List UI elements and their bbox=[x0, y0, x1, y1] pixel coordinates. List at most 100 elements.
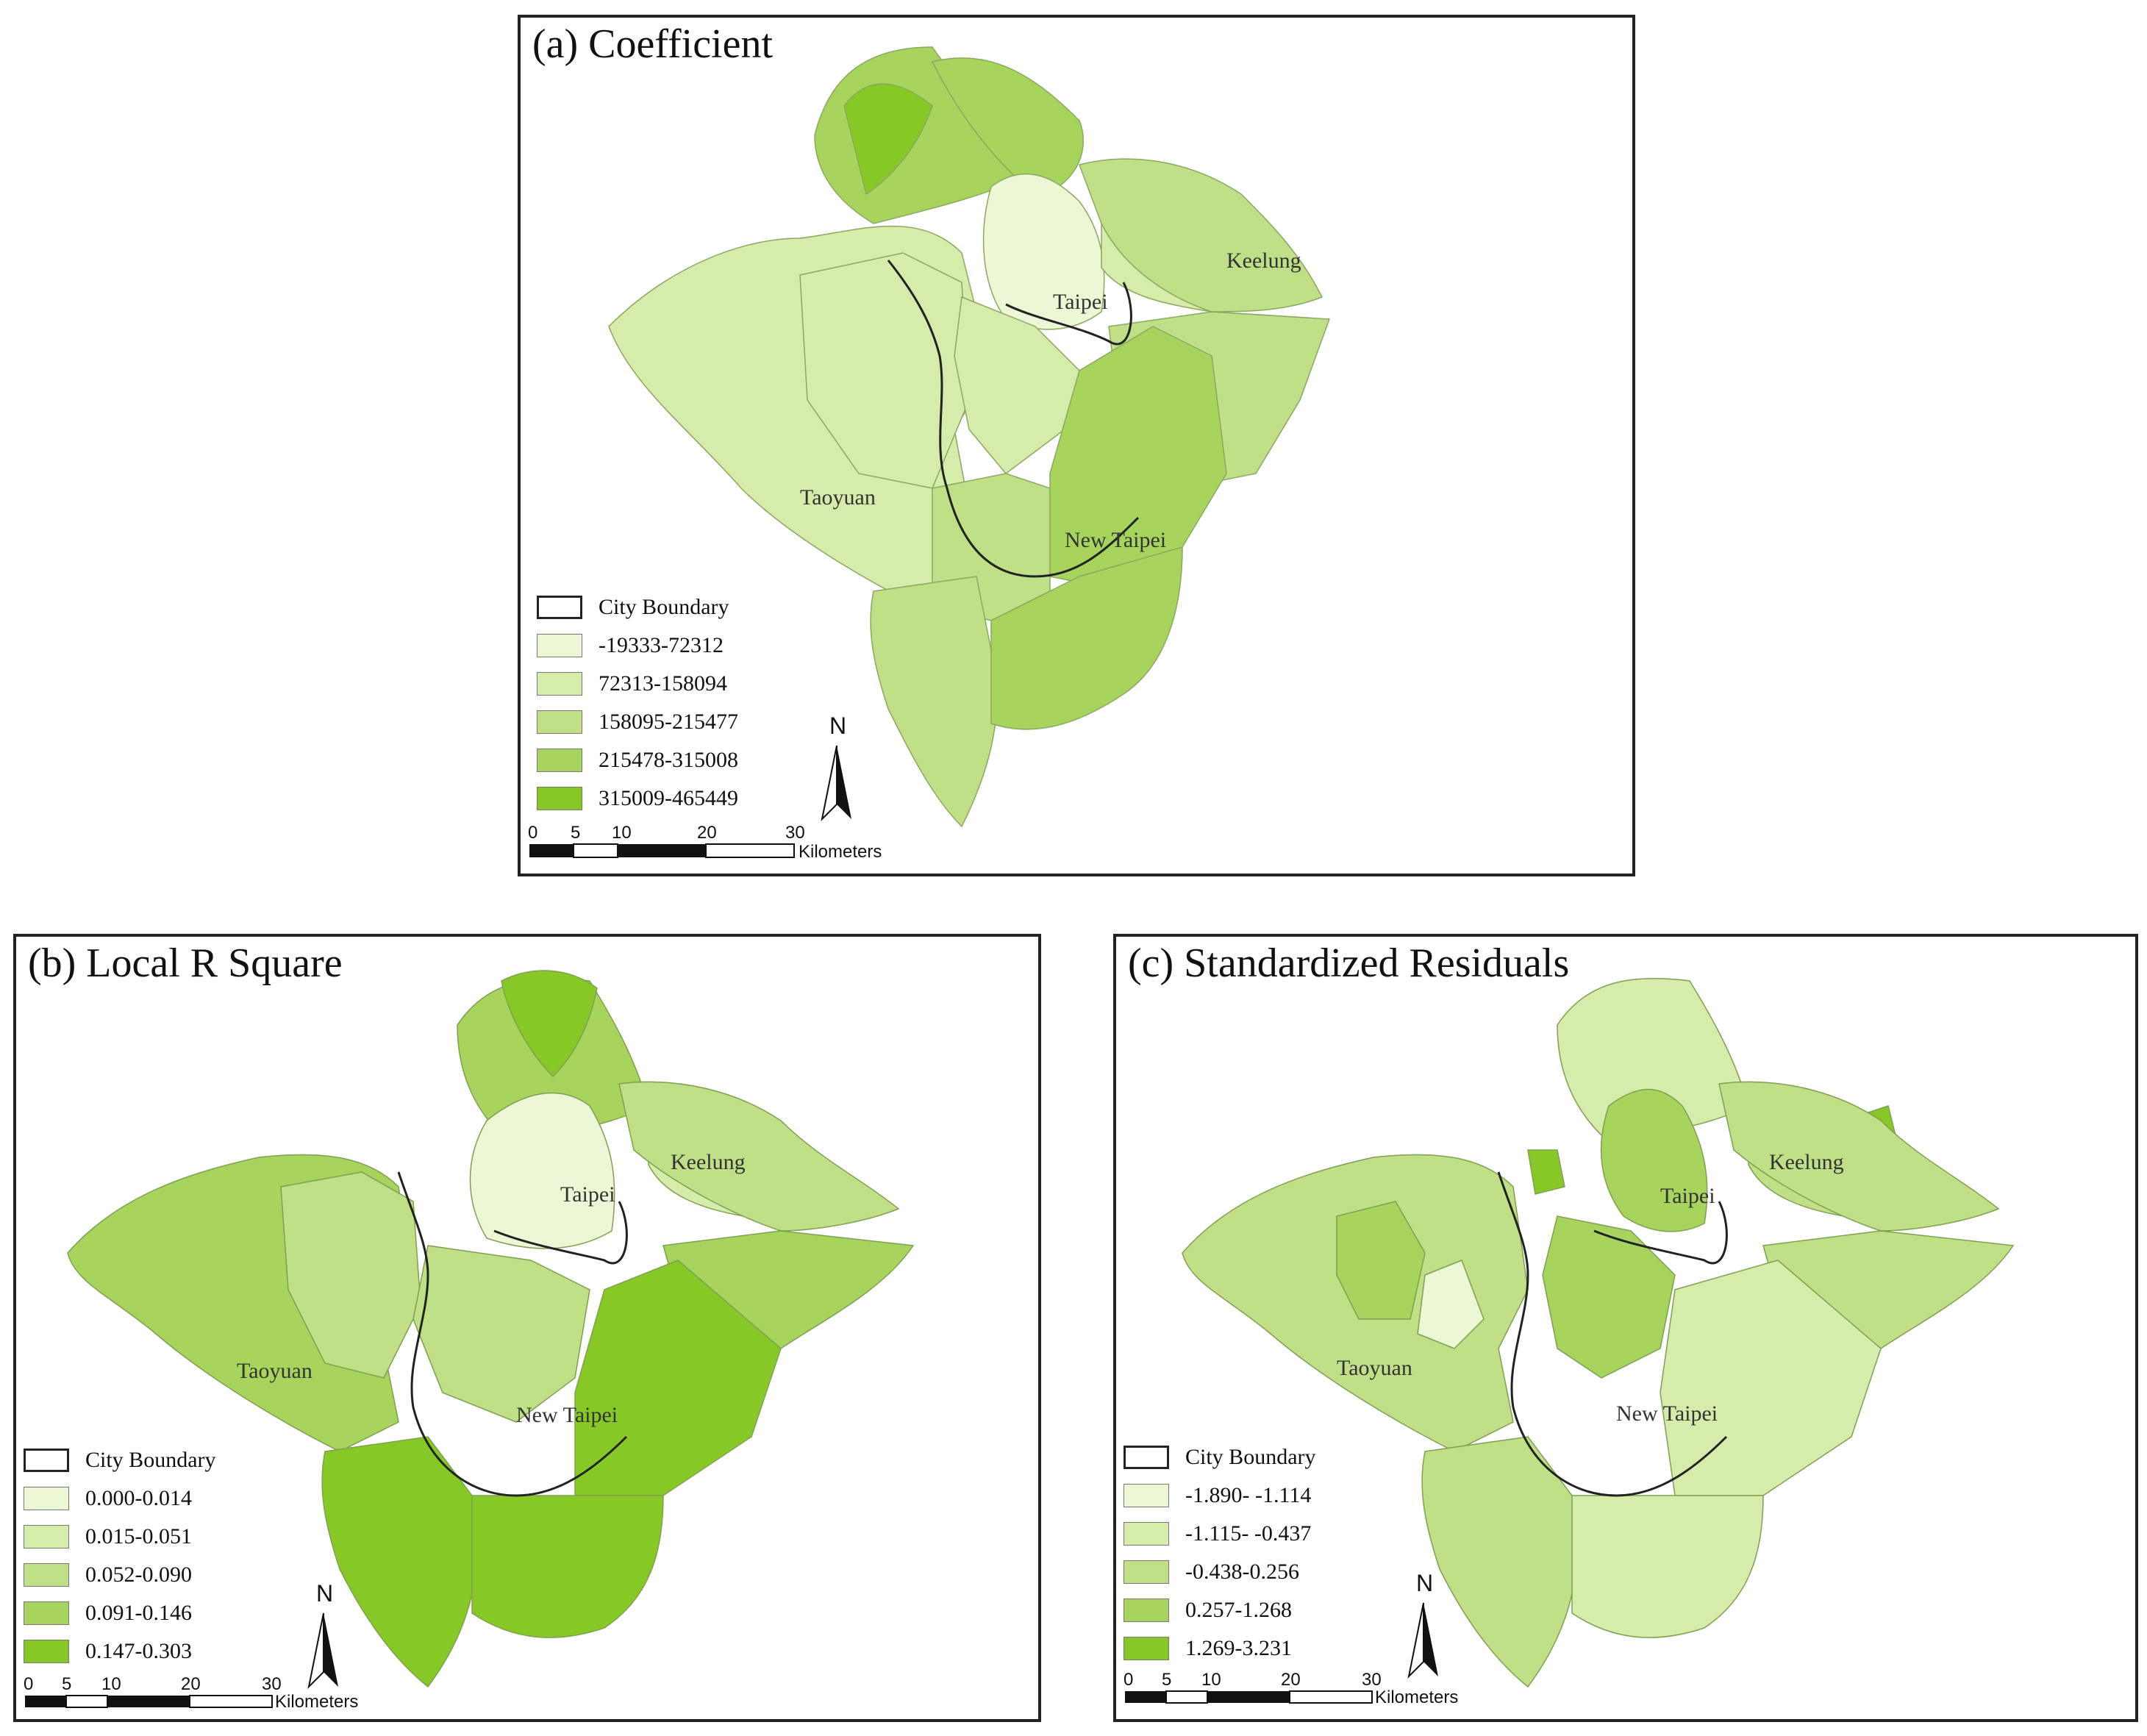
region-taipei bbox=[982, 173, 1105, 330]
panel-title: (c) Standardized Residuals bbox=[1128, 940, 1570, 986]
region-west-center bbox=[1336, 1201, 1426, 1320]
region-north-east bbox=[931, 57, 1084, 195]
region-taipei bbox=[1600, 1088, 1708, 1232]
legend-class: 315009-465449 bbox=[537, 779, 738, 818]
region-hotspot bbox=[1527, 1149, 1565, 1195]
scale-bar: 0 5 10 20 30 Kilometers bbox=[24, 1674, 358, 1712]
legend-boundary: City Boundary bbox=[537, 588, 738, 626]
legend-label: 0.091-0.146 bbox=[85, 1601, 192, 1625]
city-label: Taipei bbox=[1053, 290, 1108, 314]
legend-swatch bbox=[537, 634, 582, 657]
legend-class: 158095-215477 bbox=[537, 703, 738, 741]
panel-title: (a) Coefficient bbox=[532, 21, 774, 67]
city-label: Taipei bbox=[1660, 1184, 1715, 1208]
legend-class: 0.000-0.014 bbox=[24, 1479, 216, 1518]
region-east-north bbox=[1718, 1081, 2000, 1232]
city-label: New Taipei bbox=[1065, 528, 1166, 552]
region-east-north bbox=[1079, 158, 1323, 312]
legend-class: 0.052-0.090 bbox=[24, 1556, 216, 1594]
legend-class: 0.147-0.303 bbox=[24, 1632, 216, 1671]
north-label: N bbox=[316, 1580, 333, 1607]
scale-tick: 10 bbox=[612, 823, 632, 843]
legend-label: 72313-158094 bbox=[599, 671, 727, 696]
scale-tick: 30 bbox=[1362, 1670, 1382, 1690]
region-west-center bbox=[799, 252, 970, 489]
map-panel-coefficient: (a) Coefficient Taipei Keelung Taoyuan N… bbox=[518, 15, 1635, 876]
scale-unit: Kilometers bbox=[275, 1692, 358, 1712]
region-west-center bbox=[280, 1171, 421, 1379]
scale-tick: 0 bbox=[528, 823, 537, 843]
study-area bbox=[67, 970, 915, 1688]
region-south bbox=[870, 576, 998, 828]
scale-tick: 20 bbox=[1281, 1670, 1301, 1690]
boundary-swatch bbox=[24, 1449, 69, 1472]
scale-tick: 0 bbox=[24, 1674, 33, 1694]
scale-tick: 5 bbox=[1162, 1670, 1171, 1690]
map-legend: City Boundary 0.000-0.014 0.015-0.051 0.… bbox=[24, 1441, 216, 1671]
legend-label: 215478-315008 bbox=[599, 748, 738, 772]
taipei-boundary-line bbox=[493, 1201, 628, 1265]
city-label: New Taipei bbox=[1616, 1401, 1718, 1426]
city-label: New Taipei bbox=[516, 1403, 618, 1427]
legend-label: City Boundary bbox=[1185, 1445, 1316, 1469]
legend-label: 0.052-0.090 bbox=[85, 1562, 192, 1587]
region-east-north bbox=[618, 1081, 900, 1232]
legend-label: 315009-465449 bbox=[599, 786, 738, 810]
legend-label: -1.115- -0.437 bbox=[1185, 1521, 1312, 1546]
legend-swatch bbox=[537, 749, 582, 772]
north-arrow: N bbox=[307, 1580, 338, 1690]
city-label: Keelung bbox=[1769, 1150, 1844, 1174]
legend-class: -19333-72312 bbox=[537, 626, 738, 665]
region-north-cap bbox=[501, 970, 598, 1078]
legend-swatch bbox=[1123, 1484, 1169, 1507]
legend-class: -1.115- -0.437 bbox=[1123, 1515, 1316, 1553]
city-boundary-line bbox=[1497, 1171, 1728, 1497]
region-southeast-low bbox=[1571, 1495, 1764, 1638]
legend-swatch bbox=[1123, 1560, 1169, 1584]
city-label: Taoyuan bbox=[1337, 1356, 1412, 1380]
legend-class: 1.269-3.231 bbox=[1123, 1629, 1316, 1668]
legend-class: 215478-315008 bbox=[537, 741, 738, 779]
legend-boundary: City Boundary bbox=[24, 1441, 216, 1479]
legend-swatch bbox=[1123, 1522, 1169, 1546]
panel-title: (b) Local R Square bbox=[28, 940, 343, 986]
legend-label: -1.890- -1.114 bbox=[1185, 1483, 1312, 1507]
legend-label: 1.269-3.231 bbox=[1185, 1636, 1292, 1660]
legend-label: City Boundary bbox=[599, 595, 729, 619]
legend-label: City Boundary bbox=[85, 1448, 216, 1472]
legend-label: 0.257-1.268 bbox=[1185, 1598, 1292, 1622]
city-label: Keelung bbox=[1226, 249, 1301, 273]
choropleth-map: Taipei Keelung Taoyuan New Taipei N 0 5 … bbox=[1123, 977, 2015, 1707]
region-taipei bbox=[469, 1092, 615, 1249]
legend-class: 72313-158094 bbox=[537, 665, 738, 703]
north-arrow: N bbox=[821, 712, 851, 822]
legend-label: 0.000-0.014 bbox=[85, 1486, 192, 1510]
legend-swatch bbox=[1123, 1637, 1169, 1660]
north-label: N bbox=[1416, 1570, 1433, 1596]
region-center bbox=[1542, 1215, 1676, 1379]
choropleth-map: Taipei Keelung Taoyuan New Taipei N 0 5 … bbox=[24, 970, 915, 1712]
map-panel-standardized-residuals: (c) Standardized Residuals Taipei Keelun… bbox=[1113, 934, 2138, 1722]
scale-tick: 0 bbox=[1123, 1670, 1133, 1690]
legend-class: -1.890- -1.114 bbox=[1123, 1476, 1316, 1515]
map-panel-local-r-square: (b) Local R Square Taipei Keelung Taoyua… bbox=[13, 934, 1041, 1722]
taipei-boundary-line bbox=[1005, 282, 1132, 346]
scale-tick: 10 bbox=[1201, 1670, 1221, 1690]
legend-swatch bbox=[537, 710, 582, 734]
scale-unit: Kilometers bbox=[1375, 1687, 1458, 1707]
legend-swatch bbox=[24, 1601, 69, 1625]
region-center bbox=[412, 1245, 590, 1423]
choropleth-map: Taipei Keelung Taoyuan New Taipei N 0 5 … bbox=[528, 46, 1331, 862]
legend-swatch bbox=[537, 787, 582, 810]
scale-tick: 30 bbox=[785, 823, 805, 843]
legend-label: -19333-72312 bbox=[599, 633, 724, 657]
legend-class: 0.257-1.268 bbox=[1123, 1591, 1316, 1629]
city-label: Keelung bbox=[671, 1150, 746, 1174]
legend-label: 0.015-0.051 bbox=[85, 1524, 192, 1549]
legend-class: -0.438-0.256 bbox=[1123, 1553, 1316, 1591]
region-center bbox=[954, 296, 1080, 475]
boundary-swatch bbox=[537, 596, 582, 619]
study-area bbox=[608, 46, 1331, 828]
region-southeast-low bbox=[471, 1495, 664, 1638]
study-area bbox=[1182, 977, 2015, 1688]
